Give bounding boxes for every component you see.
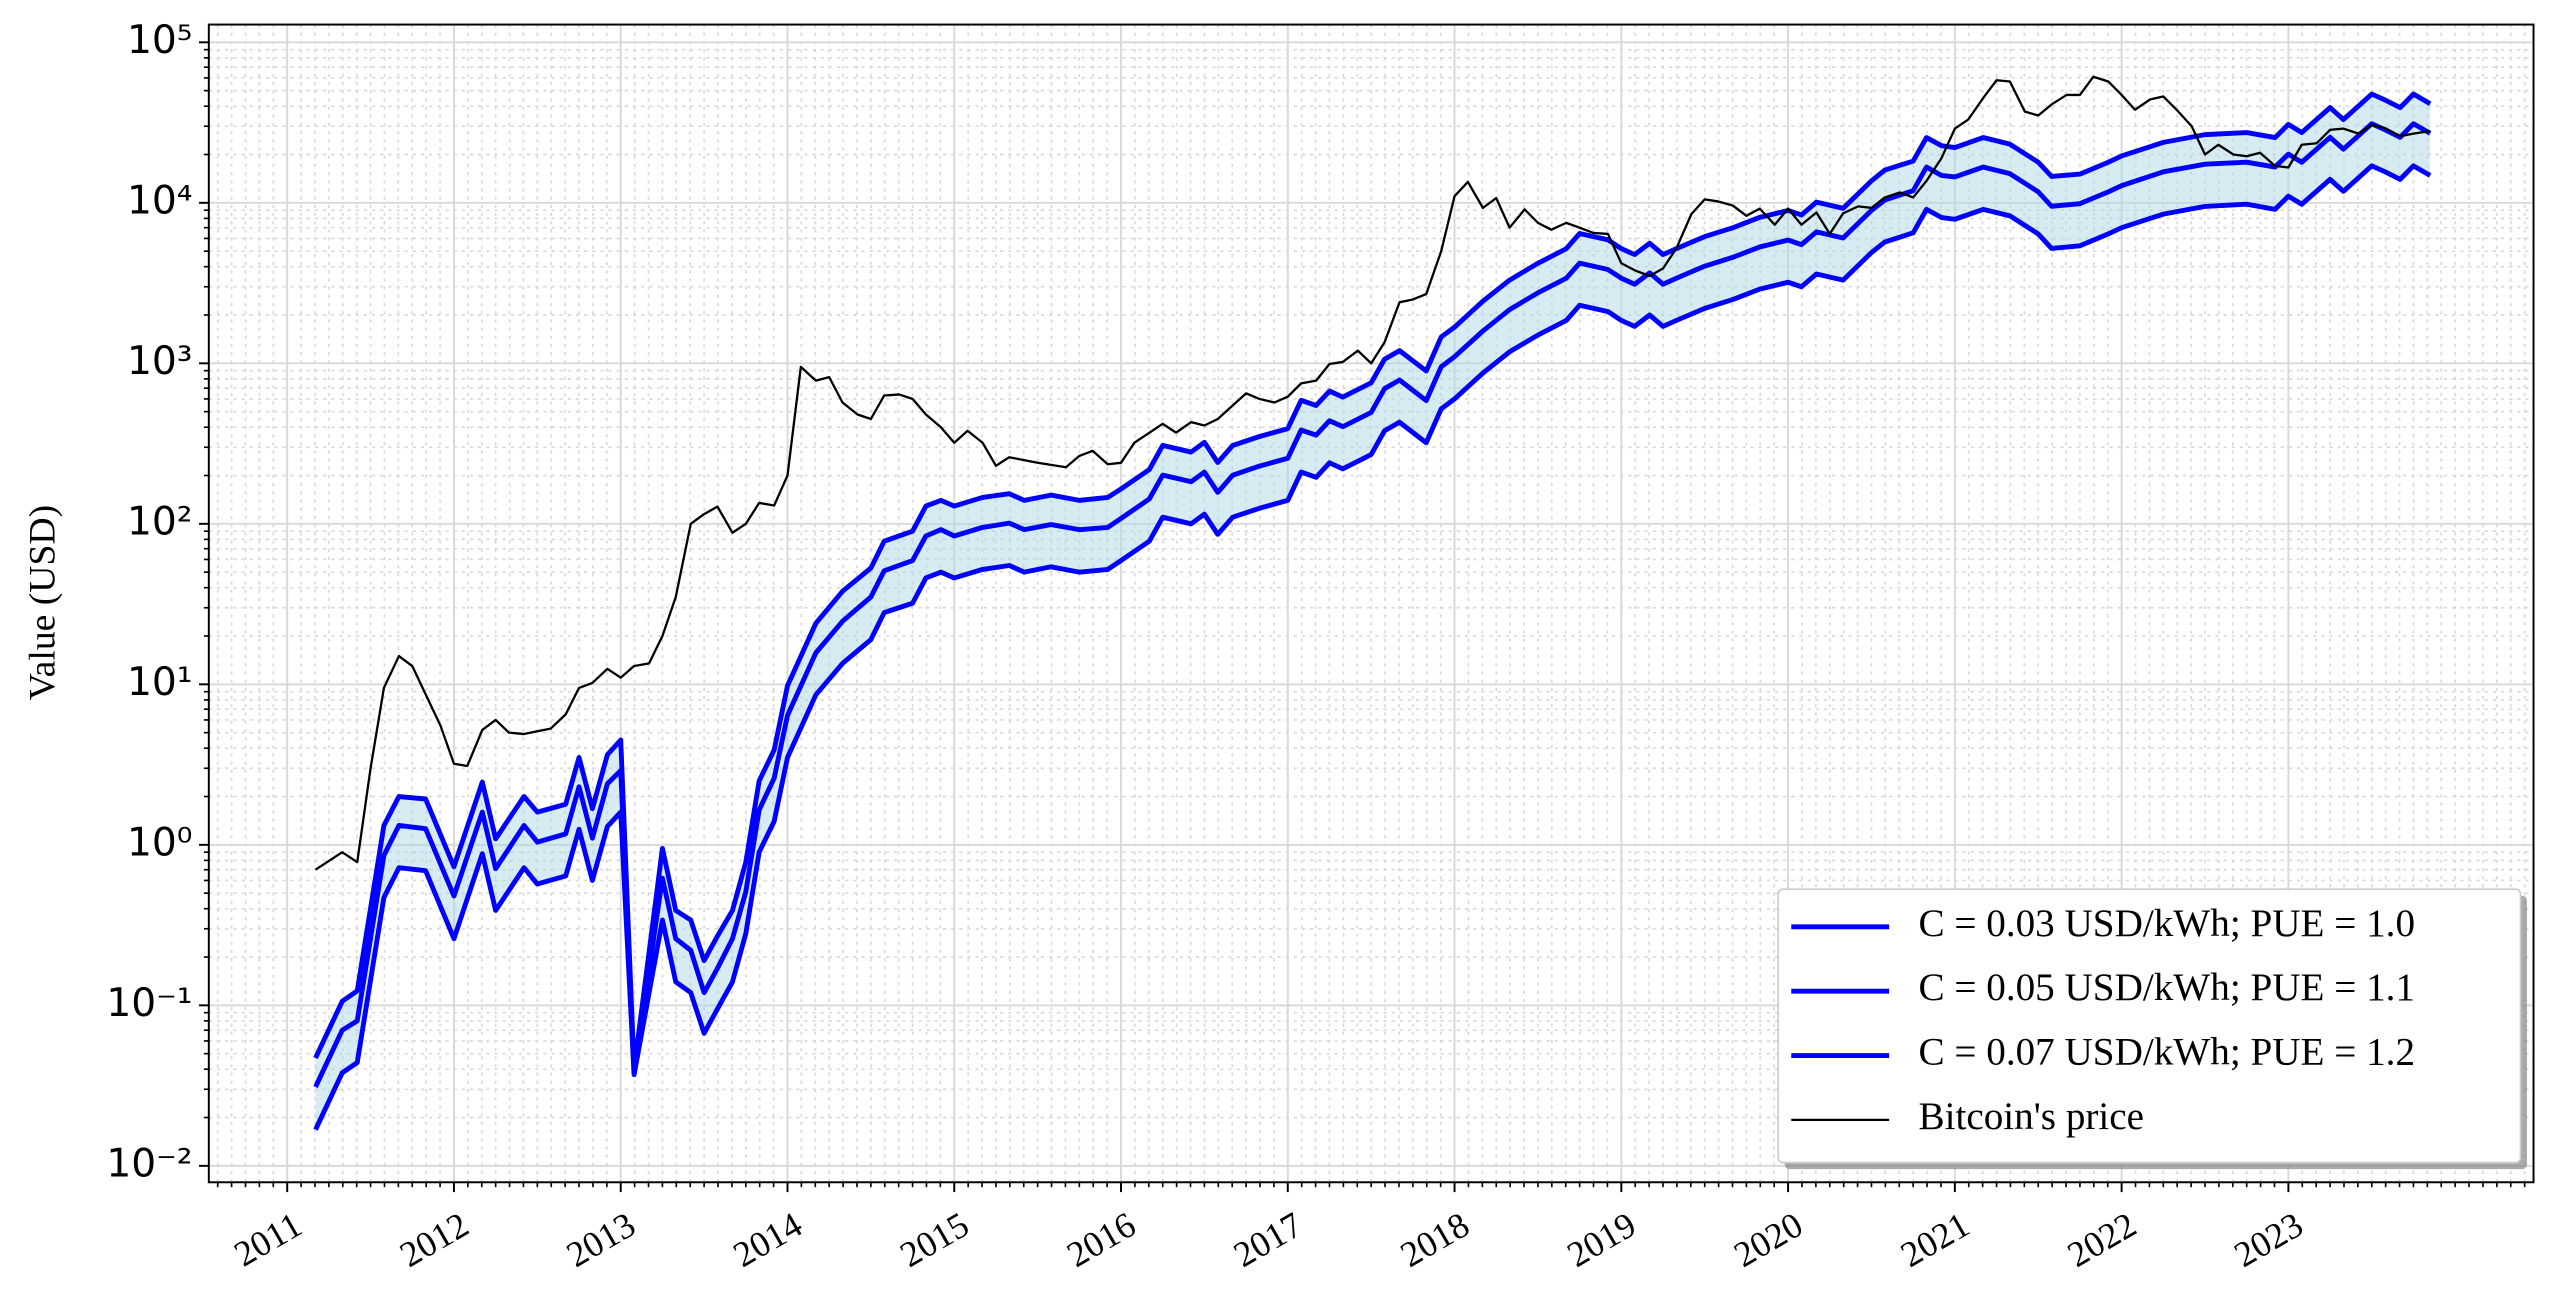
y-axis-label: Value (USD) xyxy=(22,505,63,701)
legend-label: C = 0.03 USD/kWh; PUE = 1.0 xyxy=(1919,902,2416,945)
plot-area xyxy=(313,75,2432,1131)
y-tick-label: 10⁴ xyxy=(127,178,193,223)
series-line xyxy=(313,121,2432,1089)
legend-box xyxy=(1777,888,2522,1164)
y-tick-label: 10² xyxy=(127,499,193,544)
legend-label: C = 0.07 USD/kWh; PUE = 1.2 xyxy=(1919,1030,2416,1073)
legend: C = 0.03 USD/kWh; PUE = 1.0 C = 0.05 USD/… xyxy=(1777,888,2528,1170)
y-tick-label: 10¹ xyxy=(127,660,193,705)
y-tick-label: 10⁰ xyxy=(127,820,193,865)
series-line xyxy=(313,163,2432,1131)
series-line xyxy=(313,91,2432,1072)
y-tick-label: 10⁻¹ xyxy=(106,981,192,1026)
y-tick-label: 10⁵ xyxy=(127,18,193,63)
legend-label: Bitcoin's price xyxy=(1919,1095,2145,1138)
series-line xyxy=(314,75,2431,871)
y-tick-label: 10⁻² xyxy=(106,1141,192,1186)
y-tick-label: 10³ xyxy=(127,339,193,384)
legend-label: C = 0.05 USD/kWh; PUE = 1.1 xyxy=(1919,966,2416,1009)
band-fill xyxy=(315,94,2431,1130)
